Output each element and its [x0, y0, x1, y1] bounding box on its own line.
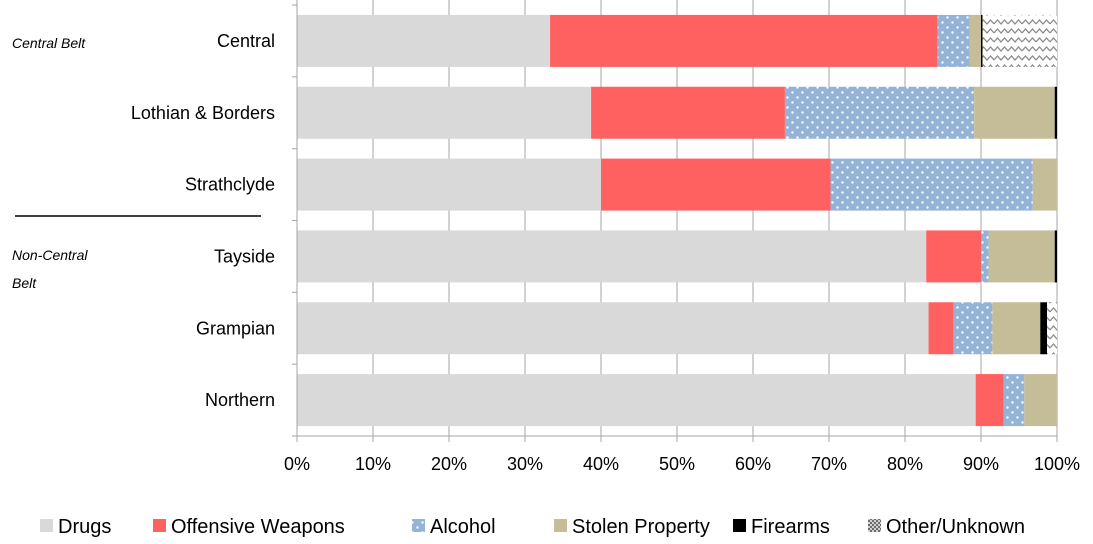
axes: 0% 10% 20% 30% 40% 50% 60% 70% 80% 90% 100%	[284, 0, 1080, 474]
legend: Drugs Offensive Weapons Alcohol Stolen Prop…	[40, 516, 1025, 538]
x-tick-label: 10%	[355, 454, 391, 474]
bar-segment-offensive-weapons-strathclyde	[601, 158, 831, 211]
legend-label-other-unknown: Other/Unknown	[886, 516, 1025, 538]
legend-swatch-offensive-weapons	[153, 519, 166, 532]
category-label-tayside: Tayside	[214, 246, 275, 266]
bar-segment-drugs-tayside	[297, 230, 927, 283]
bar-segment-offensive-weapons-central	[550, 14, 938, 67]
legend-swatch-other-unknown	[868, 519, 881, 532]
legend-label-drugs: Drugs	[58, 516, 111, 538]
bar-segment-drugs-strathclyde	[297, 158, 601, 211]
category-label-northern: Northern	[205, 390, 275, 410]
bar-segment-alcohol-strathclyde	[830, 158, 1033, 211]
x-tick-label: 90%	[963, 454, 999, 474]
legend-label-stolen-property: Stolen Property	[572, 516, 710, 538]
bar-segment-alcohol-lothian-borders	[784, 86, 975, 139]
legend-swatch-alcohol	[412, 519, 425, 532]
bar-segment-firearms-central	[981, 14, 983, 67]
bar-segment-stolen-property-grampian	[992, 302, 1041, 355]
x-tick-label: 30%	[507, 454, 543, 474]
bar-segment-alcohol-grampian	[953, 302, 993, 355]
bar-segment-alcohol-tayside	[981, 230, 989, 283]
x-tick-label: 50%	[659, 454, 695, 474]
category-label-central: Central	[217, 31, 275, 51]
legend-swatch-stolen-property	[554, 519, 567, 532]
bar-segment-offensive-weapons-lothian-borders	[591, 86, 785, 139]
group-label-non-central-belt: Non-Central Belt	[12, 247, 88, 291]
bar-segment-alcohol-northern	[1003, 374, 1025, 427]
x-tick-label: 40%	[583, 454, 619, 474]
bar-segment-drugs-central	[297, 14, 551, 67]
bar-segment-firearms-tayside	[1054, 230, 1057, 283]
legend-label-offensive-weapons: Offensive Weapons	[171, 516, 345, 538]
x-tick-label: 60%	[735, 454, 771, 474]
bar-segment-offensive-weapons-tayside	[926, 230, 981, 283]
bar-segment-drugs-grampian	[297, 302, 929, 355]
bar-segment-stolen-property-central	[969, 14, 981, 67]
bar-segment-firearms-grampian	[1040, 302, 1048, 355]
legend-swatch-firearms	[733, 519, 746, 532]
legend-label-alcohol: Alcohol	[430, 516, 496, 538]
bar-segment-offensive-weapons-grampian	[928, 302, 954, 355]
legend-swatch-drugs	[40, 519, 53, 532]
gridlines	[296, 0, 1058, 442]
category-label-strathclyde: Strathclyde	[185, 175, 275, 195]
bar-segment-other-unknown-central	[982, 14, 1057, 67]
bar-segment-stolen-property-lothian-borders	[974, 86, 1055, 139]
x-tick-label: 100%	[1034, 454, 1080, 474]
group-labels: Central Belt Non-Central Belt	[12, 35, 261, 291]
bar-segment-other-unknown-grampian	[1047, 302, 1057, 355]
x-tick-label: 20%	[431, 454, 467, 474]
bar-segment-stolen-property-strathclyde	[1032, 158, 1057, 211]
category-label-lothian-borders: Lothian & Borders	[131, 103, 275, 123]
bar-segment-drugs-northern	[297, 374, 976, 427]
x-tick-label: 0%	[284, 454, 310, 474]
legend-label-firearms: Firearms	[751, 516, 830, 538]
x-tick-label: 80%	[887, 454, 923, 474]
x-tick-label: 70%	[811, 454, 847, 474]
bar-segment-offensive-weapons-northern	[975, 374, 1004, 427]
category-label-grampian: Grampian	[196, 318, 275, 338]
bar-segment-alcohol-central	[937, 14, 970, 67]
category-labels: Central Lothian & Borders Strathclyde Taysi…	[131, 31, 275, 410]
bar-segment-firearms-lothian-borders	[1054, 86, 1057, 139]
bar-segment-stolen-property-tayside	[988, 230, 1055, 283]
bar-segment-stolen-property-northern	[1024, 374, 1057, 427]
group-label-central-belt: Central Belt	[12, 35, 86, 51]
bars	[297, 14, 1057, 427]
bar-segment-drugs-lothian-borders	[297, 86, 592, 139]
